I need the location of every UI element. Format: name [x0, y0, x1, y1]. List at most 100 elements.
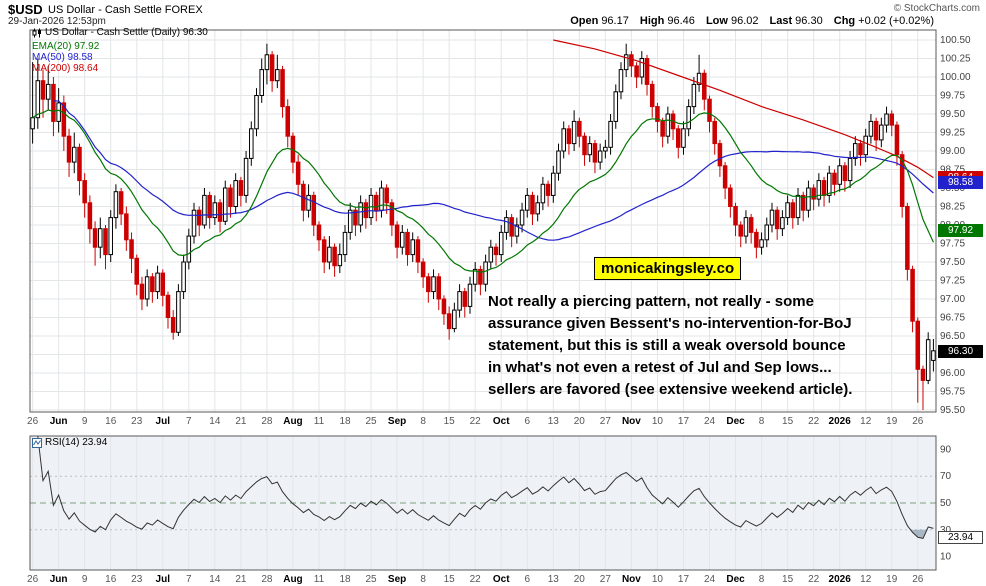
- svg-text:22: 22: [470, 416, 482, 427]
- svg-text:19: 19: [886, 574, 898, 585]
- svg-text:50: 50: [940, 498, 952, 509]
- ema20-axis-label: 97.92: [938, 224, 983, 237]
- high-label: High: [639, 15, 665, 27]
- svg-text:14: 14: [209, 416, 221, 427]
- svg-text:16: 16: [105, 416, 117, 427]
- svg-text:2026: 2026: [829, 574, 852, 585]
- svg-text:15: 15: [444, 574, 456, 585]
- svg-text:30: 30: [940, 525, 952, 536]
- svg-text:99.50: 99.50: [940, 109, 965, 120]
- svg-text:24: 24: [704, 416, 716, 427]
- rsi-line: [37, 435, 934, 539]
- svg-text:90: 90: [940, 444, 952, 455]
- svg-text:22: 22: [808, 416, 820, 427]
- svg-text:96.00: 96.00: [940, 368, 965, 379]
- svg-text:9: 9: [82, 574, 88, 585]
- ma50-line: [53, 100, 934, 241]
- svg-text:24: 24: [704, 574, 716, 585]
- last-value: 96.30: [795, 15, 823, 27]
- svg-text:97.00: 97.00: [940, 294, 965, 305]
- svg-text:Aug: Aug: [283, 416, 302, 427]
- candlesticks: [30, 43, 936, 410]
- svg-text:22: 22: [808, 574, 820, 585]
- open-value: 96.17: [601, 15, 629, 27]
- svg-text:96.75: 96.75: [940, 313, 965, 324]
- chg-value: +0.02 (+0.02%): [858, 15, 934, 27]
- svg-text:20: 20: [574, 416, 586, 427]
- svg-text:15: 15: [782, 416, 794, 427]
- high-value: 96.46: [667, 15, 695, 27]
- svg-text:26: 26: [912, 574, 924, 585]
- svg-text:28: 28: [261, 574, 273, 585]
- svg-text:98.75: 98.75: [940, 165, 965, 176]
- svg-text:Oct: Oct: [493, 574, 510, 585]
- rsi-value-axis-label: 23.94: [938, 531, 983, 544]
- svg-text:22: 22: [470, 574, 482, 585]
- svg-text:97.75: 97.75: [940, 239, 965, 250]
- svg-text:96.50: 96.50: [940, 331, 965, 342]
- rsi-legend-label: RSI(14) 23.94: [45, 437, 108, 448]
- panel-borders: [29, 29, 937, 571]
- svg-text:8: 8: [420, 416, 426, 427]
- svg-text:26: 26: [27, 574, 39, 585]
- svg-text:13: 13: [548, 416, 560, 427]
- svg-text:97.25: 97.25: [940, 276, 965, 287]
- svg-text:13: 13: [548, 574, 560, 585]
- chg-label: Chg: [833, 15, 856, 27]
- ma200-legend: MA(200) 98.64: [32, 63, 99, 74]
- svg-text:95.75: 95.75: [940, 387, 965, 398]
- svg-text:8: 8: [759, 416, 765, 427]
- note-line: sellers are favored (see extensive weeke…: [488, 381, 853, 398]
- svg-text:21: 21: [235, 574, 247, 585]
- candlestick-icon: [32, 28, 41, 37]
- svg-text:10: 10: [940, 552, 952, 563]
- svg-text:15: 15: [444, 416, 456, 427]
- indicator-icon: [32, 437, 42, 448]
- chart-timestamp: 29-Jan-2026 12:53pm: [8, 16, 106, 27]
- ema20-line: [32, 109, 934, 273]
- instrument-name: US Dollar - Cash Settle FOREX: [48, 4, 203, 16]
- svg-text:14: 14: [209, 574, 221, 585]
- svg-text:11: 11: [314, 416, 325, 427]
- svg-text:2026: 2026: [829, 416, 852, 427]
- svg-text:99.00: 99.00: [940, 146, 965, 157]
- svg-text:Jul: Jul: [156, 574, 171, 585]
- svg-text:21: 21: [235, 416, 247, 427]
- svg-text:19: 19: [886, 416, 898, 427]
- svg-text:Dec: Dec: [726, 574, 745, 585]
- price-legend-label: US Dollar - Cash Settle (Daily) 96.30: [45, 27, 208, 38]
- ema20-legend: EMA(20) 97.92: [32, 41, 100, 52]
- svg-text:25: 25: [365, 574, 377, 585]
- svg-text:15: 15: [782, 574, 794, 585]
- svg-text:Sep: Sep: [388, 574, 406, 585]
- svg-text:28: 28: [261, 416, 273, 427]
- svg-text:17: 17: [678, 574, 690, 585]
- svg-text:98.25: 98.25: [940, 202, 965, 213]
- svg-text:70: 70: [940, 471, 952, 482]
- low-value: 96.02: [730, 15, 759, 27]
- svg-text:Jun: Jun: [50, 574, 68, 585]
- ma50-legend: MA(50) 98.58: [32, 52, 93, 63]
- svg-text:23: 23: [131, 574, 143, 585]
- last-price-axis-label: 96.30: [938, 345, 983, 358]
- open-label: Open: [570, 15, 599, 27]
- svg-text:Jun: Jun: [50, 416, 68, 427]
- svg-text:Aug: Aug: [283, 574, 302, 585]
- svg-text:Nov: Nov: [622, 416, 641, 427]
- svg-text:20: 20: [574, 574, 586, 585]
- note-line: in what's not even a retest of Jul and S…: [488, 359, 832, 376]
- ma50-axis-label: 98.58: [938, 176, 983, 189]
- author-watermark: monicakingsley.co: [594, 257, 742, 280]
- svg-text:8: 8: [420, 574, 426, 585]
- svg-text:26: 26: [27, 416, 39, 427]
- rsi-level-lines: [30, 475, 936, 531]
- stockcharts-copyright: © StockCharts.com: [893, 3, 980, 14]
- svg-text:16: 16: [105, 574, 117, 585]
- svg-text:7: 7: [186, 416, 192, 427]
- note-line: assurance given Bessent's no-interventio…: [488, 315, 852, 332]
- svg-text:8: 8: [759, 574, 765, 585]
- svg-text:12: 12: [860, 574, 872, 585]
- svg-text:6: 6: [524, 574, 530, 585]
- svg-text:100.25: 100.25: [940, 54, 971, 65]
